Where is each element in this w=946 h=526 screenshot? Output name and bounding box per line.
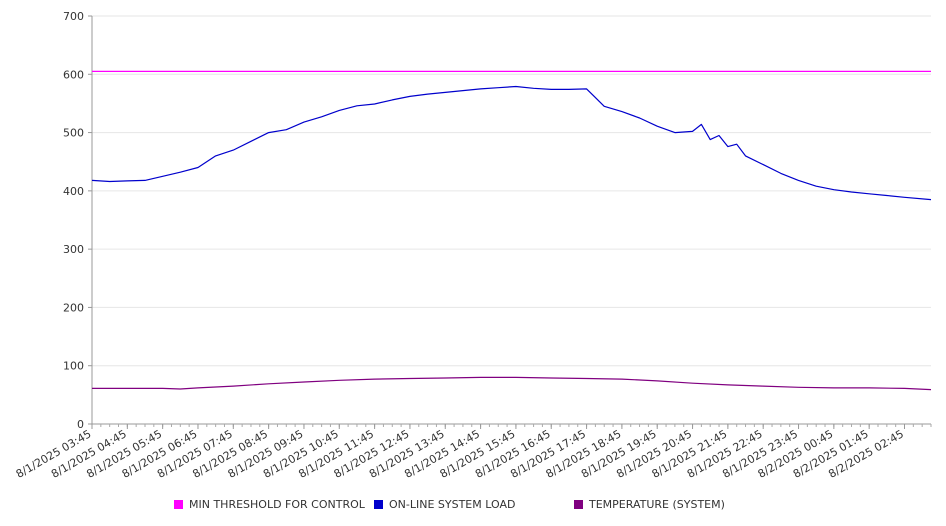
axes — [88, 15, 932, 429]
y-tick-label: 300 — [63, 243, 84, 256]
series-lines — [91, 70, 932, 391]
legend-swatch-temperature — [574, 500, 583, 509]
y-tick-label: 0 — [77, 418, 84, 431]
y-tick-label: 500 — [63, 127, 84, 140]
legend-item-system-load[interactable]: ON-LINE SYSTEM LOAD — [374, 498, 515, 511]
legend-item-temperature[interactable]: TEMPERATURE (SYSTEM) — [574, 498, 725, 511]
legend-label-temperature: TEMPERATURE (SYSTEM) — [589, 498, 725, 511]
y-tick-label: 200 — [63, 301, 84, 314]
legend-swatch-system-load — [374, 500, 383, 509]
legend-item-min-threshold[interactable]: MIN THRESHOLD FOR CONTROL — [174, 498, 365, 511]
series-line-1 — [91, 85, 932, 201]
y-axis-tick-labels: 0 100 200 300 400 500 600 700 — [63, 10, 84, 431]
grid-lines — [92, 15, 931, 367]
legend-label-system-load: ON-LINE SYSTEM LOAD — [389, 498, 516, 511]
series-line-2 — [92, 376, 932, 391]
y-tick-label: 700 — [63, 10, 84, 23]
legend-swatch-min-threshold — [174, 500, 183, 509]
legend-label-min-threshold: MIN THRESHOLD FOR CONTROL — [189, 498, 365, 511]
y-tick-label: 400 — [63, 185, 84, 198]
x-axis-tick-labels: 8/1/2025 03:458/1/2025 04:458/1/2025 05:… — [14, 427, 906, 481]
y-tick-label: 100 — [63, 360, 84, 373]
y-tick-label: 600 — [63, 68, 84, 81]
